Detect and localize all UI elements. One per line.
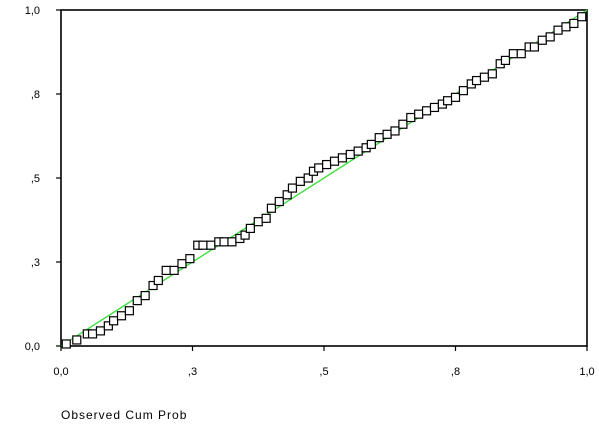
data-point bbox=[479, 72, 490, 82]
data-point bbox=[458, 86, 468, 96]
data-point bbox=[103, 321, 113, 331]
x-tick-label: 0,0 bbox=[53, 366, 68, 378]
data-point bbox=[366, 139, 376, 149]
data-point bbox=[545, 32, 555, 42]
x-tick-label: ,3 bbox=[188, 366, 197, 378]
data-point bbox=[569, 18, 579, 29]
data-point bbox=[185, 254, 195, 264]
data-point bbox=[108, 316, 119, 326]
data-point bbox=[390, 126, 400, 136]
data-point bbox=[153, 275, 163, 286]
data-point bbox=[161, 265, 171, 275]
data-point bbox=[274, 196, 284, 207]
data-point bbox=[314, 163, 324, 173]
data-point bbox=[177, 259, 187, 269]
y-tick-label: ,5 bbox=[31, 173, 40, 185]
x-tick-label: ,5 bbox=[319, 366, 328, 378]
data-point bbox=[353, 146, 363, 156]
y-tick-label: 1,0 bbox=[25, 5, 40, 17]
y-tick-label: ,8 bbox=[31, 89, 40, 101]
x-axis-ticks bbox=[60, 346, 588, 351]
data-point bbox=[374, 133, 384, 143]
y-axis-ticks bbox=[56, 9, 61, 347]
data-point bbox=[61, 339, 71, 349]
data-point bbox=[206, 240, 216, 250]
data-point bbox=[561, 22, 571, 32]
data-point bbox=[406, 112, 416, 123]
data-point bbox=[287, 183, 298, 193]
data-point bbox=[429, 102, 440, 113]
data-point bbox=[398, 119, 408, 129]
data-point bbox=[198, 240, 208, 250]
data-point bbox=[471, 75, 482, 86]
data-point bbox=[577, 12, 587, 22]
data-point bbox=[329, 156, 340, 166]
x-axis-title: Observed Cum Prob bbox=[61, 408, 187, 422]
data-point bbox=[337, 153, 348, 163]
data-point bbox=[140, 291, 150, 301]
data-point bbox=[450, 92, 461, 102]
data-point bbox=[500, 55, 511, 66]
data-point bbox=[487, 69, 497, 79]
data-point bbox=[245, 223, 255, 233]
data-point bbox=[345, 149, 355, 160]
data-point bbox=[148, 280, 158, 291]
data-point bbox=[421, 106, 432, 116]
y-tick-label: 0,0 bbox=[25, 341, 40, 353]
data-point bbox=[219, 237, 229, 247]
data-point bbox=[169, 265, 179, 275]
x-tick-label: 1,0 bbox=[579, 366, 594, 378]
data-point bbox=[261, 213, 271, 223]
data-point bbox=[529, 42, 540, 52]
data-point bbox=[414, 109, 424, 119]
data-point bbox=[508, 49, 518, 59]
data-point bbox=[95, 326, 106, 336]
data-point bbox=[124, 306, 134, 316]
data-point bbox=[266, 203, 276, 213]
data-point bbox=[322, 159, 332, 170]
data-point bbox=[227, 237, 237, 247]
data-point bbox=[537, 35, 547, 45]
data-point bbox=[87, 329, 98, 339]
x-tick-label: ,8 bbox=[451, 366, 460, 378]
data-point bbox=[553, 25, 563, 35]
data-point bbox=[443, 96, 453, 106]
data-points bbox=[61, 12, 587, 349]
data-point bbox=[72, 335, 82, 345]
data-point bbox=[253, 217, 263, 227]
data-point bbox=[382, 129, 392, 139]
data-point bbox=[132, 296, 142, 306]
data-point bbox=[240, 230, 250, 240]
data-point bbox=[516, 49, 526, 59]
data-point bbox=[282, 190, 292, 200]
y-tick-label: ,3 bbox=[31, 257, 40, 269]
data-point bbox=[303, 173, 313, 183]
data-point bbox=[295, 176, 305, 186]
x-axis-tick-labels: 0,0 ,3 ,5 ,8 1,0 bbox=[53, 366, 594, 378]
data-point bbox=[116, 311, 127, 321]
y-axis-tick-labels: 0,0 ,3 ,5 ,8 1,0 bbox=[25, 5, 40, 353]
